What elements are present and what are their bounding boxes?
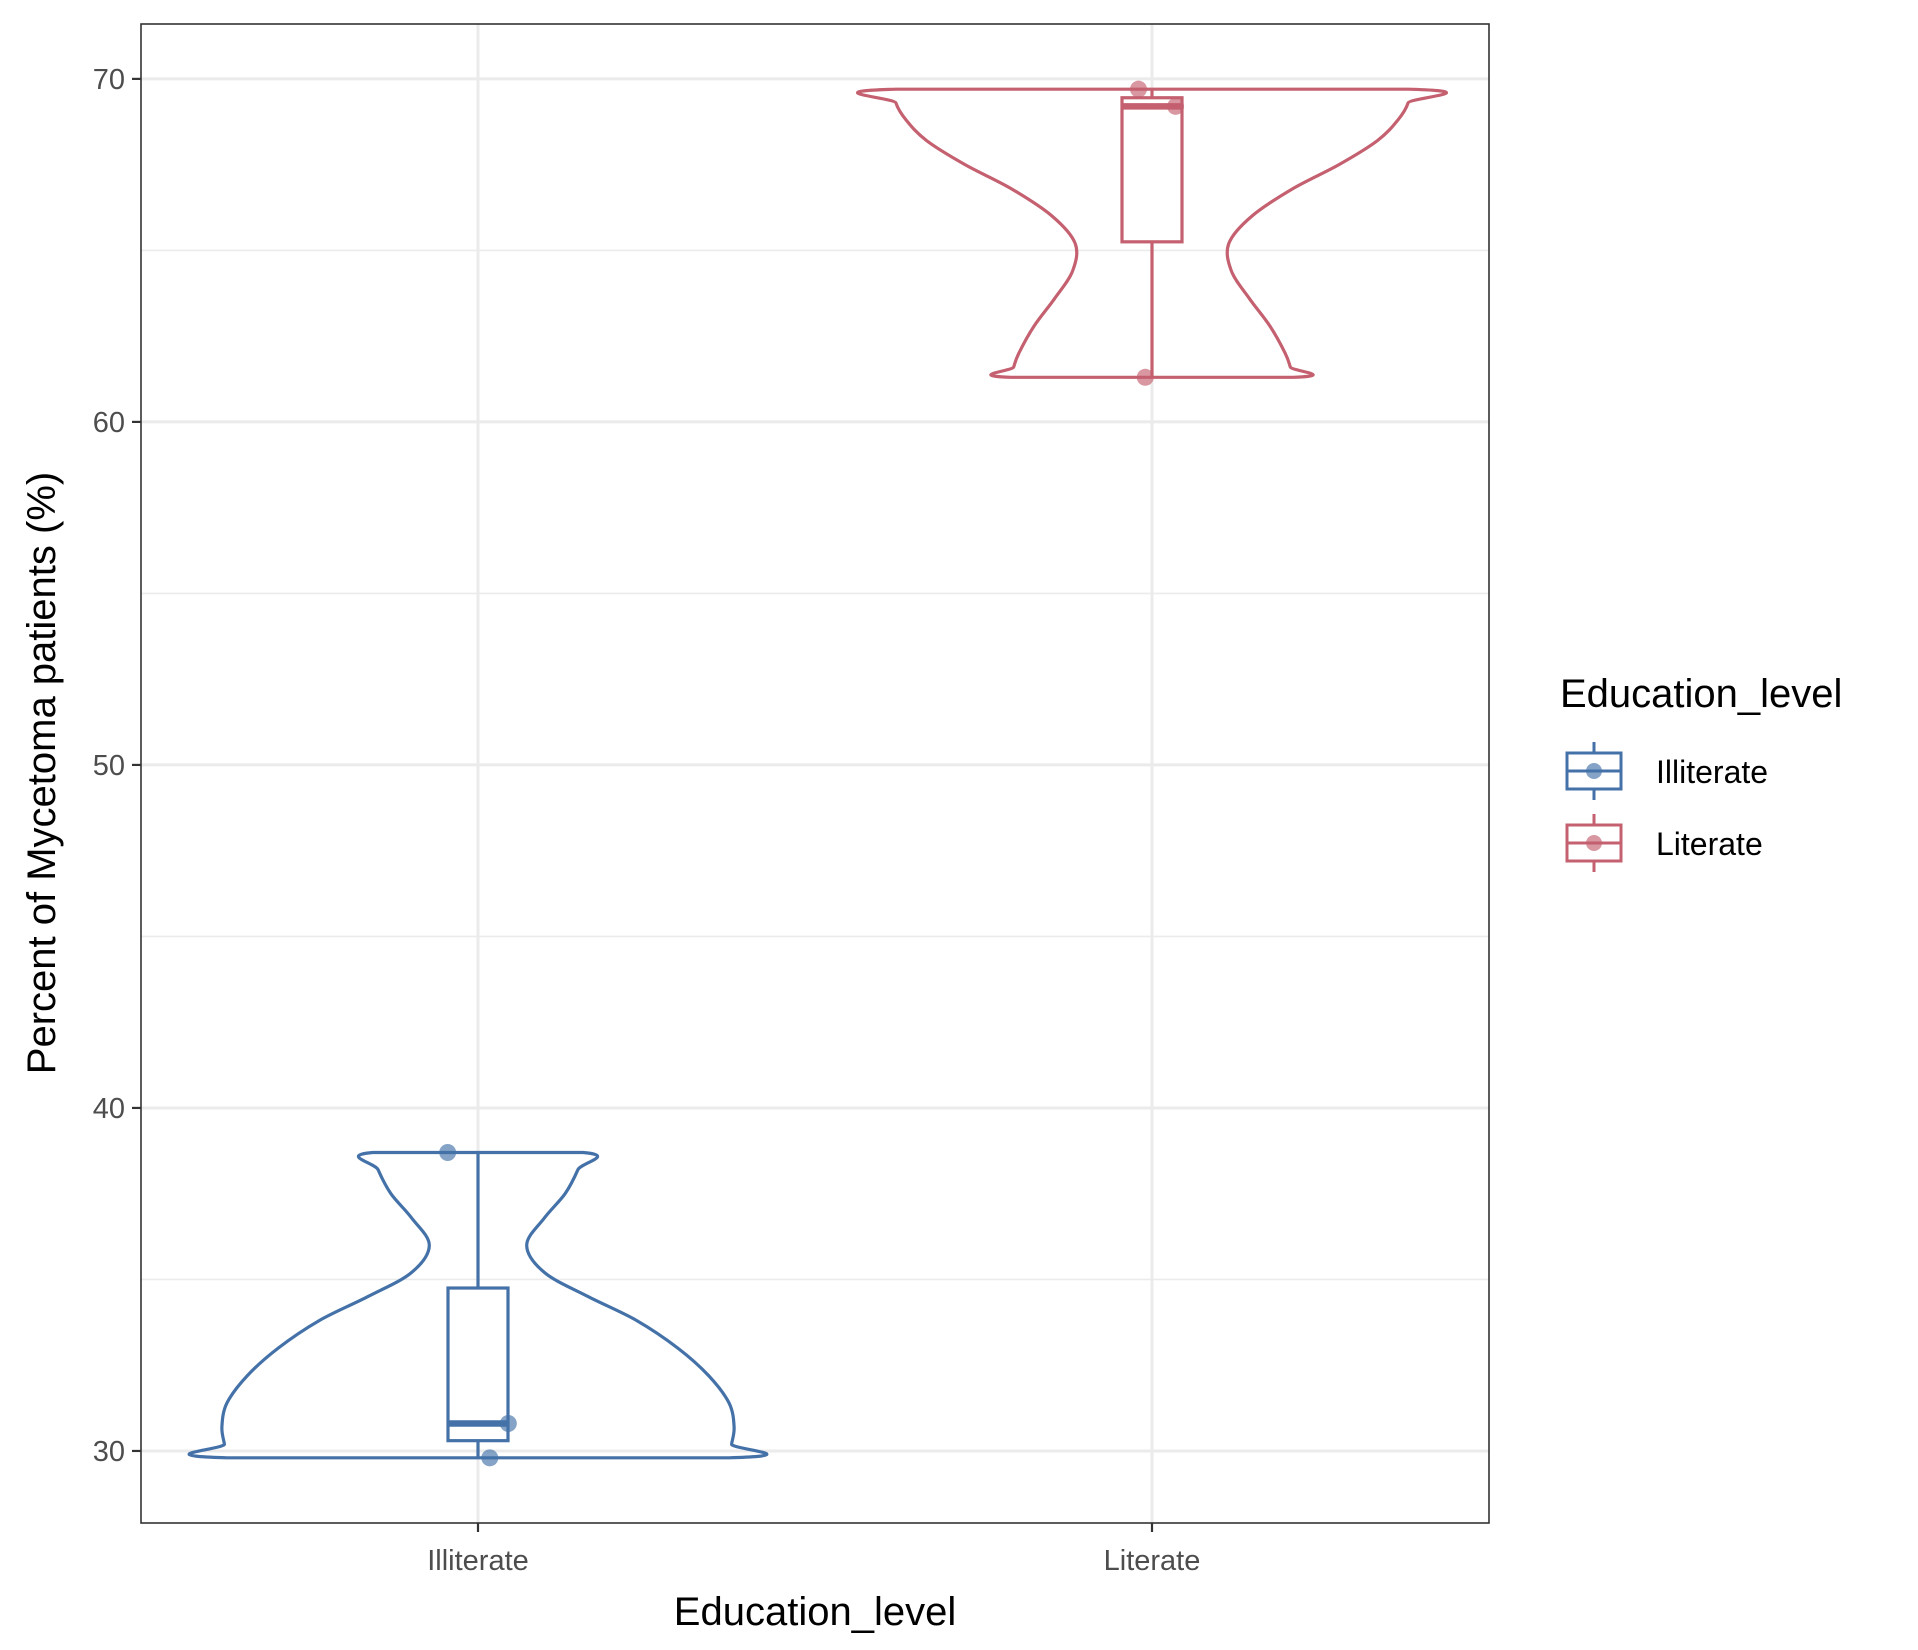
violin-illiterate	[187, 1150, 769, 1460]
x-axis: Illiterate Literate	[427, 1523, 1200, 1577]
point-illiterate-1	[499, 1415, 517, 1433]
legend-label-literate: Literate	[1656, 826, 1763, 862]
y-tick-label-60: 60	[93, 407, 125, 439]
violin-literate	[856, 87, 1448, 379]
legend-keys	[1565, 742, 1623, 872]
y-tick-label-50: 50	[93, 750, 125, 782]
legend-key-point-literate	[1586, 835, 1602, 851]
plot-panel-background	[141, 24, 1489, 1523]
point-illiterate-2	[481, 1449, 499, 1467]
y-tick-label-70: 70	[93, 64, 125, 96]
box-literate	[1120, 96, 1184, 244]
y-axis: 30 40 50 60 70	[93, 64, 141, 1468]
point-literate-1	[1167, 97, 1185, 115]
violins-layer	[187, 87, 1448, 1460]
legend-label-illiterate: Illiterate	[1656, 754, 1768, 790]
legend-title: Education_level	[1560, 672, 1842, 716]
plot-panel-border	[140, 23, 1490, 1524]
point-literate-0	[1130, 80, 1148, 98]
legend-key-point-illiterate	[1586, 763, 1602, 779]
y-axis-title: Percent of Mycetoma patients (%)	[20, 472, 64, 1074]
legend: Education_level Illiterate Literate	[1560, 672, 1842, 872]
x-tick-label-illiterate: Illiterate	[427, 1545, 529, 1577]
y-tick-label-30: 30	[93, 1436, 125, 1468]
x-axis-title: Education_level	[674, 1590, 956, 1634]
y-tick-label-40: 40	[93, 1093, 125, 1125]
point-literate-2	[1136, 368, 1154, 386]
box-illiterate	[446, 1286, 510, 1443]
point-illiterate-0	[439, 1144, 457, 1162]
points-layer	[439, 80, 1185, 1467]
x-tick-label-literate: Literate	[1104, 1545, 1201, 1577]
